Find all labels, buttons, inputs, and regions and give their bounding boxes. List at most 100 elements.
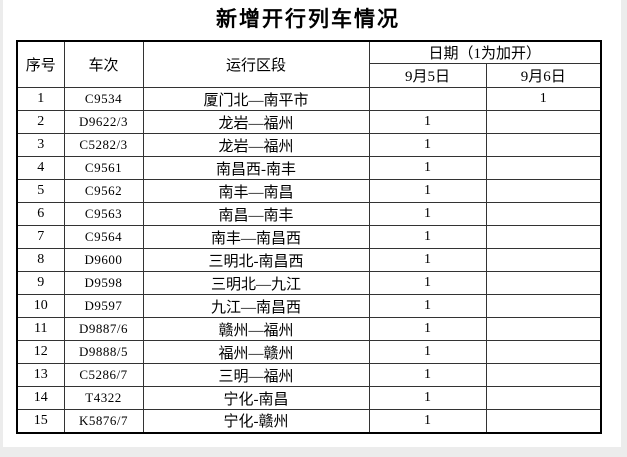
col-header-sep6: 9月6日 [485, 63, 602, 88]
cell-serial-number: 8 [16, 248, 65, 272]
cell-serial-number: 7 [16, 225, 65, 249]
cell-sep6-value [485, 225, 602, 249]
cell-running-section: 九江—南昌西 [142, 294, 370, 318]
cell-sep6-value [485, 179, 602, 203]
table-row: 11 D9887/6 赣州—福州 1 [16, 317, 602, 341]
col-header-sep5: 9月5日 [368, 63, 487, 88]
cell-sep6-value [485, 156, 602, 180]
cell-sep5-value: 1 [368, 248, 487, 272]
cell-sep6-value [485, 363, 602, 387]
cell-sep6-value [485, 386, 602, 410]
cell-serial-number: 12 [16, 340, 65, 364]
cell-serial-number: 9 [16, 271, 65, 295]
cell-serial-number: 6 [16, 202, 65, 226]
cell-sep6-value [485, 340, 602, 364]
table-row: 7 C9564 南丰—南昌西 1 [16, 225, 602, 249]
cell-train-number: D9600 [63, 248, 144, 272]
cell-train-number: C9561 [63, 156, 144, 180]
table-row: 15 K5876/7 宁化-赣州 1 [16, 409, 602, 433]
cell-serial-number: 10 [16, 294, 65, 318]
cell-sep5-value: 1 [368, 133, 487, 157]
col-header-running-section: 运行区段 [142, 40, 370, 88]
table-row: 6 C9563 南昌—南丰 1 [16, 202, 602, 226]
cell-sep5-value: 1 [368, 179, 487, 203]
cell-sep5-value: 1 [368, 294, 487, 318]
cell-running-section: 三明北-南昌西 [142, 248, 370, 272]
col-header-serial-number: 序号 [16, 40, 65, 88]
cell-train-number: C9564 [63, 225, 144, 249]
cell-running-section: 南昌西-南丰 [142, 156, 370, 180]
table-row: 5 C9562 南丰—南昌 1 [16, 179, 602, 203]
cell-sep6-value [485, 271, 602, 295]
cell-sep6-value [485, 409, 602, 433]
cell-running-section: 南丰—南昌 [142, 179, 370, 203]
table-row: 4 C9561 南昌西-南丰 1 [16, 156, 602, 180]
table-row: 8 D9600 三明北-南昌西 1 [16, 248, 602, 272]
cell-serial-number: 11 [16, 317, 65, 341]
cell-train-number: C9563 [63, 202, 144, 226]
cell-train-number: C5286/7 [63, 363, 144, 387]
cell-running-section: 龙岩—福州 [142, 110, 370, 134]
cell-sep5-value: 1 [368, 409, 487, 433]
cell-serial-number: 13 [16, 363, 65, 387]
train-schedule-table: 序号 车次 运行区段 日期（1为加开） 9月5日 9月6日 1 C9534 厦门… [16, 40, 603, 434]
cell-running-section: 厦门北—南平市 [142, 87, 370, 111]
cell-sep5-value: 1 [368, 363, 487, 387]
cell-running-section: 福州—赣州 [142, 340, 370, 364]
cell-running-section: 宁化-南昌 [142, 386, 370, 410]
cell-running-section: 三明—福州 [142, 363, 370, 387]
cell-train-number: D9887/6 [63, 317, 144, 341]
cell-sep6-value [485, 248, 602, 272]
table-row: 14 T4322 宁化-南昌 1 [16, 386, 602, 410]
cell-serial-number: 2 [16, 110, 65, 134]
cell-serial-number: 5 [16, 179, 65, 203]
cell-train-number: K5876/7 [63, 409, 144, 433]
table-header: 序号 车次 运行区段 日期（1为加开） 9月5日 9月6日 [16, 40, 602, 88]
table-row: 9 D9598 三明北—九江 1 [16, 271, 602, 295]
table-row: 13 C5286/7 三明—福州 1 [16, 363, 602, 387]
cell-sep5-value: 1 [368, 317, 487, 341]
cell-train-number: D9598 [63, 271, 144, 295]
cell-sep6-value [485, 294, 602, 318]
cell-train-number: C9562 [63, 179, 144, 203]
cell-sep6-value: 1 [485, 87, 602, 111]
page-title: 新增开行列车情况 [216, 8, 400, 31]
cell-train-number: C5282/3 [63, 133, 144, 157]
document-page: 新增开行列车情况 序号 车次 运行区段 日期（1为加开） 9月5日 9月6日 [3, 0, 621, 447]
cell-running-section: 南昌—南丰 [142, 202, 370, 226]
cell-running-section: 三明北—九江 [142, 271, 370, 295]
cell-sep6-value [485, 133, 602, 157]
table-body: 1 C9534 厦门北—南平市 1 2 D9622/3 龙岩—福州 1 [16, 87, 602, 433]
cell-sep5-value: 1 [368, 202, 487, 226]
cell-serial-number: 3 [16, 133, 65, 157]
cell-sep6-value [485, 317, 602, 341]
table-row: 12 D9888/5 福州—赣州 1 [16, 340, 602, 364]
cell-serial-number: 15 [16, 409, 65, 433]
table-row: 2 D9622/3 龙岩—福州 1 [16, 110, 602, 134]
cell-serial-number: 1 [16, 87, 65, 111]
cell-sep5-value: 1 [368, 110, 487, 134]
cell-running-section: 赣州—福州 [142, 317, 370, 341]
cell-sep5-value [368, 87, 487, 111]
cell-train-number: T4322 [63, 386, 144, 410]
cell-train-number: D9888/5 [63, 340, 144, 364]
cell-train-number: D9597 [63, 294, 144, 318]
col-header-train-number: 车次 [63, 40, 144, 88]
cell-running-section: 龙岩—福州 [142, 133, 370, 157]
table-row: 1 C9534 厦门北—南平市 1 [16, 87, 602, 111]
cell-sep6-value [485, 110, 602, 134]
cell-serial-number: 4 [16, 156, 65, 180]
cell-running-section: 宁化-赣州 [142, 409, 370, 433]
cell-sep5-value: 1 [368, 386, 487, 410]
cell-sep5-value: 1 [368, 156, 487, 180]
cell-serial-number: 14 [16, 386, 65, 410]
cell-sep6-value [485, 202, 602, 226]
cell-running-section: 南丰—南昌西 [142, 225, 370, 249]
cell-sep5-value: 1 [368, 225, 487, 249]
table-row: 3 C5282/3 龙岩—福州 1 [16, 133, 602, 157]
cell-sep5-value: 1 [368, 340, 487, 364]
cell-sep5-value: 1 [368, 271, 487, 295]
col-header-date-group: 日期（1为加开） [368, 40, 602, 64]
table-row: 10 D9597 九江—南昌西 1 [16, 294, 602, 318]
